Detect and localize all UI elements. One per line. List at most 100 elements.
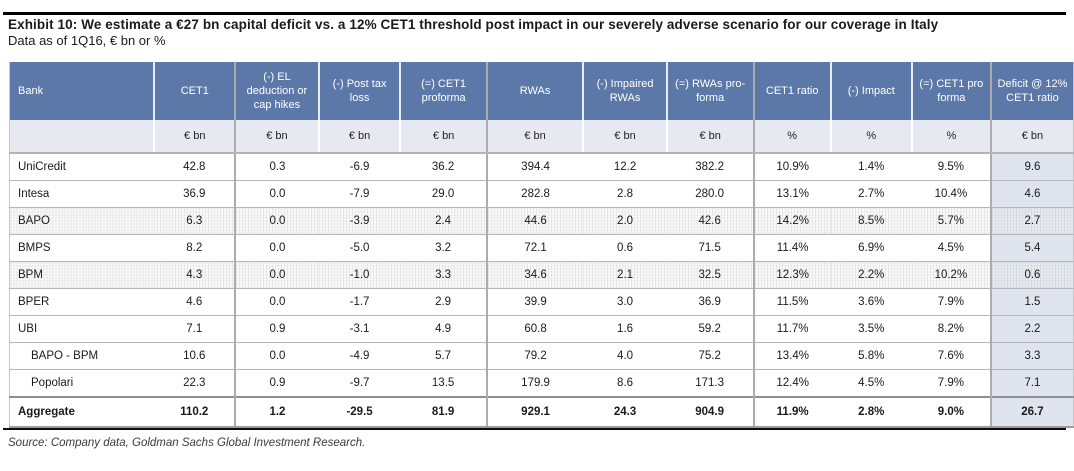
- cell-deficit: 3.3: [990, 342, 1074, 370]
- table-body: € bn € bn € bn € bn € bn € bn € bn%%% € bn UniCr…: [9, 120, 1074, 428]
- bank-name: BAPO: [9, 207, 155, 235]
- cell-cet1_pro_forma: 7.6%: [911, 342, 992, 370]
- column-header-rwas_proforma: (=) RWAs pro-forma: [666, 62, 755, 120]
- table-row-unicredit: UniCredit 42.8 0.3 -6.9 36.2 394.4 12.2 382.2 10…: [9, 153, 1074, 181]
- cell-post_tax_loss: -9.7: [318, 369, 401, 398]
- cell-post_tax_loss: -3.1: [318, 315, 401, 343]
- cell-cet1_ratio: 13.4%: [753, 342, 831, 370]
- cell-impaired_rwas: 3.0: [583, 288, 667, 316]
- unit-cell-post_tax_loss: € bn: [318, 120, 402, 154]
- column-header-post_tax_loss: (-) Post tax loss: [318, 62, 402, 120]
- cell-el_deduction: 1.2: [235, 396, 319, 428]
- exhibit-table: Bank CET1 (-) EL deduction or cap hikes (-)…: [9, 62, 1074, 428]
- cell-el_deduction: 0.0: [235, 180, 319, 208]
- cell-cet1_ratio: 11.5%: [753, 288, 831, 316]
- cell-cet1_ratio: 14.2%: [753, 207, 831, 235]
- cell-rwas: 394.4: [486, 153, 584, 181]
- cell-rwas: 79.2: [486, 342, 584, 370]
- unit-cell-cet1_pro_forma: %: [911, 120, 992, 154]
- table-row-bapo-bpm: BAPO - BPM 10.6 0.0 -4.9 5.7 79.2 4.0 75.2 13.4%…: [9, 342, 1074, 370]
- cell-cet1_pro_forma: 4.5%: [911, 234, 992, 262]
- bank-name: Aggregate: [9, 396, 155, 428]
- cell-cet1_proforma: 13.5: [400, 369, 488, 398]
- cell-impact: 3.5%: [830, 315, 912, 343]
- cell-cet1_ratio: 12.3%: [753, 261, 831, 289]
- cell-cet1_proforma: 29.0: [400, 180, 488, 208]
- cell-cet1_proforma: 5.7: [400, 342, 488, 370]
- column-header-bank: Bank: [9, 62, 156, 120]
- cell-cet1: 22.3: [154, 369, 237, 398]
- cell-cet1_ratio: 13.1%: [753, 180, 831, 208]
- column-header-impact: (-) Impact: [830, 62, 913, 120]
- cell-impaired_rwas: 2.8: [583, 180, 667, 208]
- cell-deficit: 26.7: [990, 396, 1074, 428]
- cell-cet1_proforma: 2.4: [400, 207, 488, 235]
- cell-rwas: 72.1: [486, 234, 584, 262]
- cell-post_tax_loss: -1.7: [318, 288, 401, 316]
- column-header-cet1_ratio: CET1 ratio: [753, 62, 832, 120]
- cell-rwas: 44.6: [486, 207, 584, 235]
- cell-el_deduction: 0.9: [235, 315, 319, 343]
- table-header: Bank CET1 (-) EL deduction or cap hikes (-)…: [9, 62, 1074, 120]
- exhibit-title: Exhibit 10: We estimate a €27 bn capital…: [8, 17, 939, 32]
- cell-cet1: 36.9: [154, 180, 237, 208]
- cell-rwas_proforma: 280.0: [666, 180, 755, 208]
- cell-rwas_proforma: 75.2: [666, 342, 755, 370]
- header-row: Bank CET1 (-) EL deduction or cap hikes (-)…: [9, 62, 1074, 120]
- cell-cet1: 6.3: [154, 207, 237, 235]
- cell-el_deduction: 0.0: [235, 288, 319, 316]
- top-rule: [3, 12, 1066, 15]
- cell-impaired_rwas: 1.6: [583, 315, 667, 343]
- cell-cet1_pro_forma: 9.0%: [911, 396, 992, 428]
- table-row-ubi: UBI 7.1 0.9 -3.1 4.9 60.8 1.6 59.2 11.7% 3.5% 8.2%…: [9, 315, 1074, 343]
- cell-cet1_ratio: 11.9%: [753, 396, 831, 428]
- bank-name: Intesa: [9, 180, 155, 208]
- cell-deficit: 0.6: [990, 261, 1074, 289]
- cell-el_deduction: 0.0: [235, 234, 319, 262]
- cell-cet1_proforma: 36.2: [400, 153, 488, 181]
- cell-post_tax_loss: -6.9: [318, 153, 401, 181]
- unit-cell-cet1: € bn: [154, 120, 237, 154]
- cell-el_deduction: 0.0: [235, 342, 319, 370]
- bottom-rule: [3, 428, 1066, 430]
- unit-cell-bank: [9, 120, 156, 154]
- cell-cet1_proforma: 4.9: [400, 315, 488, 343]
- bank-name: UBI: [9, 315, 155, 343]
- cell-cet1: 10.6: [154, 342, 237, 370]
- cell-rwas_proforma: 382.2: [666, 153, 755, 181]
- cell-cet1: 4.3: [154, 261, 237, 289]
- cell-cet1_pro_forma: 10.2%: [911, 261, 992, 289]
- table-row-popolari: Popolari 22.3 0.9 -9.7 13.5 179.9 8.6 171.3 12.4…: [9, 369, 1074, 398]
- bank-name: BPM: [9, 261, 155, 289]
- cell-impact: 2.7%: [830, 180, 912, 208]
- cell-impact: 3.6%: [830, 288, 912, 316]
- cell-impaired_rwas: 4.0: [583, 342, 667, 370]
- unit-cell-el_deduction: € bn: [235, 120, 320, 154]
- cell-deficit: 2.2: [990, 315, 1074, 343]
- cell-cet1: 110.2: [154, 396, 237, 428]
- cell-deficit: 9.6: [990, 153, 1074, 181]
- cell-post_tax_loss: -3.9: [318, 207, 401, 235]
- bank-name: BMPS: [9, 234, 155, 262]
- cell-post_tax_loss: -5.0: [318, 234, 401, 262]
- bank-name: BAPO - BPM: [9, 342, 155, 370]
- bank-name: BPER: [9, 288, 155, 316]
- cell-impact: 2.2%: [830, 261, 912, 289]
- cell-rwas: 179.9: [486, 369, 584, 398]
- table-row-bmps: BMPS 8.2 0.0 -5.0 3.2 72.1 0.6 71.5 11.4% 6.9% 4.5…: [9, 234, 1074, 262]
- cell-deficit: 4.6: [990, 180, 1074, 208]
- cell-rwas_proforma: 59.2: [666, 315, 755, 343]
- unit-cell-rwas_proforma: € bn: [666, 120, 755, 154]
- unit-cell-impact: %: [830, 120, 913, 154]
- column-header-cet1_proforma: (=) CET1 proforma: [400, 62, 488, 120]
- cell-cet1: 7.1: [154, 315, 237, 343]
- cell-cet1_pro_forma: 10.4%: [911, 180, 992, 208]
- column-header-deficit: Deficit @ 12% CET1 ratio: [990, 62, 1074, 120]
- cell-cet1_pro_forma: 5.7%: [911, 207, 992, 235]
- column-header-cet1: CET1: [154, 62, 237, 120]
- cell-cet1_ratio: 12.4%: [753, 369, 831, 398]
- cell-cet1_pro_forma: 9.5%: [911, 153, 992, 181]
- cell-cet1_proforma: 81.9: [400, 396, 488, 428]
- cell-cet1_proforma: 2.9: [400, 288, 488, 316]
